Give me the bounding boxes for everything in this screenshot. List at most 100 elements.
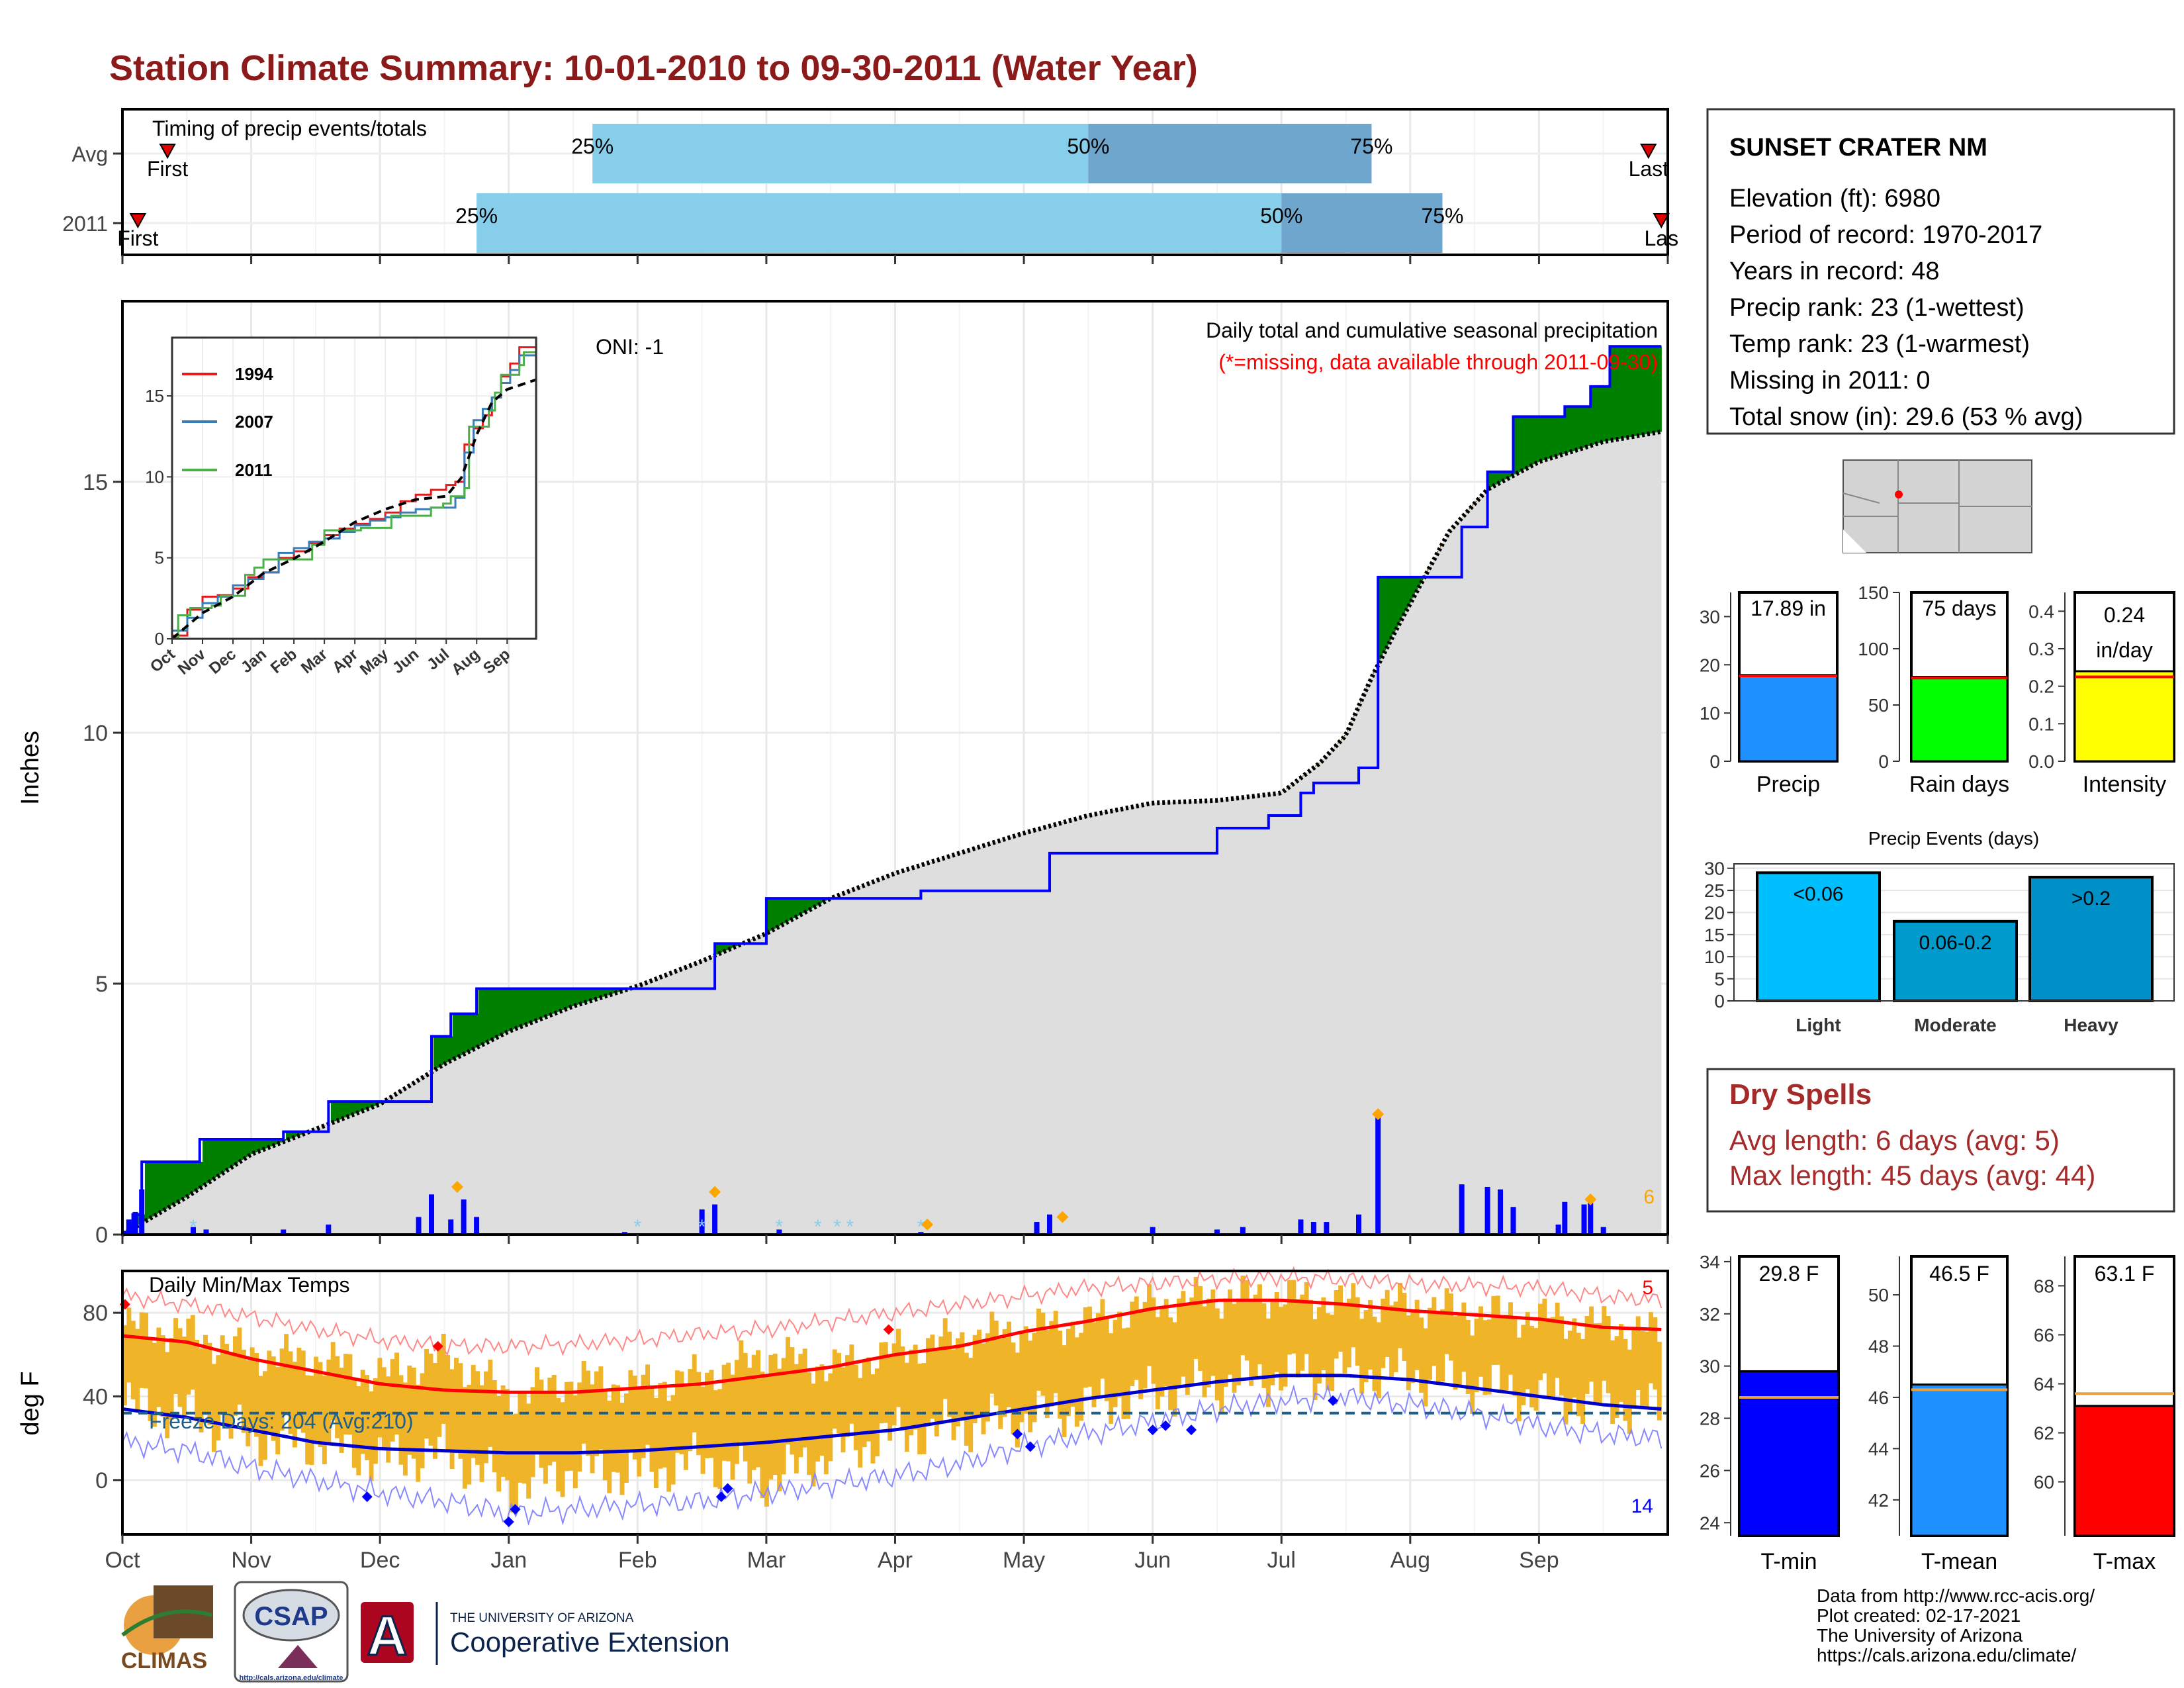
surplus-fill	[359, 1102, 363, 1111]
daily-temp-bar	[169, 1338, 174, 1420]
month-label: Jul	[1267, 1548, 1296, 1573]
daily-temp-bar	[1079, 1333, 1084, 1421]
mini-y-tick-label: 30	[1700, 1356, 1720, 1377]
daily-temp-bar	[1635, 1316, 1641, 1390]
mini-y-tick-label: 26	[1700, 1460, 1720, 1481]
daily-precip-bar	[699, 1209, 705, 1235]
surplus-fill	[497, 988, 502, 1037]
daily-temp-bar	[156, 1327, 161, 1407]
surplus-fill	[1613, 346, 1617, 440]
surplus-fill	[616, 988, 620, 993]
daily-temp-bar	[369, 1391, 374, 1481]
surplus-fill	[1379, 577, 1383, 660]
surplus-fill	[1552, 416, 1557, 457]
daily-temp-bar	[590, 1384, 595, 1474]
snow-marker: *	[833, 1216, 841, 1238]
daily-temp-bar	[1389, 1305, 1394, 1378]
daily-temp-bar	[1160, 1307, 1165, 1397]
surplus-fill	[1526, 416, 1531, 468]
page-title: Station Climate Summary: 10-01-2010 to 0…	[109, 48, 1198, 88]
daily-temp-bar	[228, 1354, 234, 1439]
daily-temp-bar	[1228, 1289, 1233, 1375]
daily-temp-bar	[1563, 1338, 1569, 1425]
surplus-fill	[533, 988, 537, 1021]
surplus-fill	[289, 1131, 293, 1139]
daily-temp-bar	[1279, 1307, 1284, 1391]
daily-temp-bar	[160, 1335, 165, 1417]
mini-value-bar	[1738, 1370, 1840, 1537]
surplus-fill	[1625, 346, 1630, 438]
y-tick-label: 5	[95, 972, 108, 997]
surplus-fill	[347, 1102, 351, 1117]
surplus-fill	[561, 988, 566, 1010]
daily-temp-bar	[743, 1352, 748, 1462]
surplus-fill	[766, 898, 771, 933]
daily-temp-bar	[1130, 1301, 1135, 1387]
snow-marker: *	[846, 1216, 854, 1238]
surplus-fill	[1523, 416, 1527, 469]
daily-temp-bar	[921, 1363, 927, 1454]
mini-y-tick-label: 48	[1868, 1336, 1889, 1357]
surplus-fill	[1600, 386, 1604, 442]
daily-temp-bar	[267, 1350, 272, 1434]
daily-temp-bar	[377, 1358, 383, 1438]
daily-temp-bar	[1236, 1298, 1241, 1385]
daily-temp-bar	[296, 1347, 302, 1429]
mini-value-bar	[1910, 676, 2009, 763]
daily-temp-bar	[1244, 1280, 1250, 1361]
surplus-fill	[815, 898, 819, 906]
daily-temp-bar	[1155, 1317, 1160, 1409]
freeze-days-label: Freeze Days: 204 (Avg:210)	[149, 1409, 414, 1433]
snow-marker: *	[189, 1216, 197, 1238]
record-high-marker	[432, 1340, 443, 1352]
station-location-marker	[1895, 491, 1903, 498]
surplus-fill	[715, 943, 719, 955]
inset-y-tick-label: 0	[155, 629, 164, 649]
record-min-line	[122, 1383, 1662, 1526]
daily-temp-bar	[688, 1369, 693, 1452]
surplus-fill	[1411, 577, 1415, 599]
timing-p50-label: 50%	[1067, 134, 1109, 158]
daily-temp-bar	[1486, 1319, 1492, 1395]
record-precip-marker	[1372, 1108, 1385, 1121]
daily-temp-bar	[837, 1352, 842, 1434]
daily-precip-bar	[1555, 1224, 1561, 1235]
daily-temp-bar	[335, 1356, 340, 1438]
daily-temp-bar	[985, 1333, 990, 1422]
surplus-fill	[584, 988, 588, 1003]
mini-y-tick-label: 20	[1700, 655, 1720, 675]
station-box-frame	[1706, 108, 2175, 435]
surplus-fill	[780, 898, 784, 925]
daily-temp-bar	[1584, 1315, 1590, 1394]
daily-temp-bar	[1117, 1311, 1122, 1397]
daily-precip-bar	[1498, 1189, 1504, 1235]
daily-temp-bar	[1265, 1318, 1271, 1407]
surplus-fill	[1539, 416, 1543, 461]
daily-temp-bar	[1614, 1336, 1619, 1418]
surplus-fill	[1408, 577, 1412, 605]
daily-temp-bar	[700, 1386, 705, 1474]
daily-temp-bar	[1308, 1299, 1314, 1376]
daily-temp-bar	[144, 1313, 149, 1389]
inset-y-tick-label: 15	[145, 386, 164, 406]
daily-temp-bar	[717, 1389, 723, 1489]
surplus-fill	[1629, 346, 1633, 438]
timing-p25-label: 25%	[571, 134, 614, 158]
daily-temp-bar	[1355, 1297, 1360, 1366]
record-precip-marker	[1056, 1211, 1069, 1223]
daily-temp-bar	[1402, 1292, 1407, 1361]
surplus-fill	[594, 988, 598, 1000]
daily-temp-bar	[1261, 1303, 1267, 1388]
daily-temp-bar	[781, 1358, 786, 1475]
daily-temp-bar	[365, 1375, 370, 1460]
surplus-fill	[792, 898, 796, 919]
surplus-fill	[1645, 346, 1649, 434]
daily-temp-bar	[330, 1342, 336, 1421]
daily-temp-bar	[1193, 1276, 1199, 1359]
daily-temp-bar	[721, 1364, 727, 1461]
daily-temp-bar	[1104, 1316, 1109, 1401]
surplus-fill	[610, 988, 614, 995]
daily-temp-bar	[641, 1374, 646, 1458]
